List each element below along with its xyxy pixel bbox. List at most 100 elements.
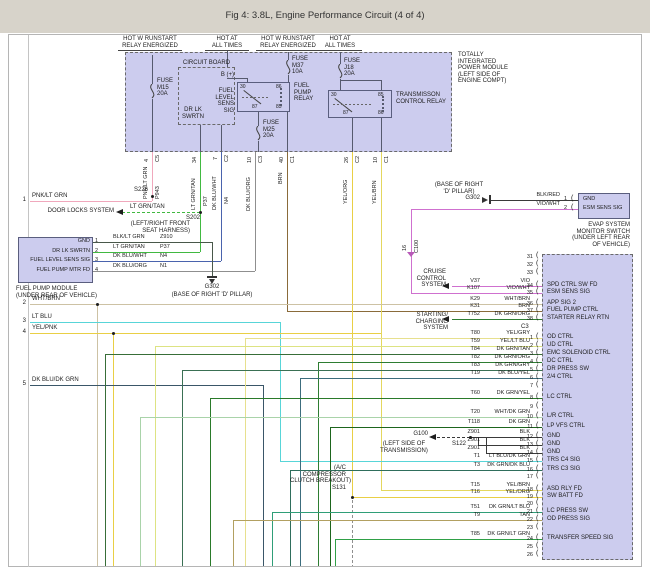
evap-row-signal: ESM SENS SIG: [583, 205, 623, 211]
connector-pin-bracket: (: [536, 356, 539, 364]
wire-segment: [210, 398, 211, 566]
connector-signal-label: TRS C4 SIG: [547, 457, 581, 463]
diagram-left-edge-line: [28, 35, 29, 567]
fuel-pump-relay-mid-line: [242, 97, 269, 98]
connector-signal-label: OD PRESS SIG: [547, 516, 591, 522]
connector-pin-bracket: (: [536, 541, 539, 549]
s131-note: CLUTCH BREAKOUT): [290, 478, 352, 485]
connector-signal-label: FUEL PUMP CTRL: [547, 307, 599, 313]
wire-segment: [381, 118, 382, 152]
transmission-control-relay-terminal: 30: [331, 92, 337, 98]
connector-pin-bracket: (: [536, 471, 539, 479]
rotated-wire-label: P37: [203, 196, 209, 206]
wire-segment: [93, 261, 221, 262]
g100-label: G100: [413, 431, 428, 437]
wire-segment: [340, 80, 382, 81]
transmission-control-relay-coil: [382, 96, 384, 112]
connector-pin-number: 2: [529, 343, 533, 349]
wire-segment: [30, 385, 263, 386]
connector-pin-bracket: (: [536, 332, 539, 340]
splice-dot: [111, 331, 115, 335]
connector-wire-color: YEL/ORG: [505, 489, 530, 495]
rotated-wire-label: N4: [224, 196, 230, 204]
wire-segment: [221, 152, 222, 261]
connector-signal-label: APP SIG 2: [547, 300, 576, 306]
connector-signal-label: SPD CTRL SW FD: [547, 282, 598, 288]
wire5-num: 5: [22, 381, 26, 387]
transmission-control-relay-terminal: 87: [343, 110, 349, 116]
wire-segment: [272, 512, 273, 566]
wire4-label: YEL/PNK: [32, 325, 58, 331]
hot-at-all-times-1: ALL TIMES: [211, 42, 243, 49]
connector-pin-number: 20: [526, 501, 533, 507]
wire-segment: [152, 55, 153, 152]
figure-title: Fig 4: 3.8L, Engine Performance Circuit …: [225, 10, 425, 21]
module-row-id: Z910: [160, 234, 173, 240]
connector-pin-number: 25: [526, 544, 533, 550]
splice-dot: [198, 210, 202, 214]
fuel-level-sens-sig: FUEL: [218, 88, 234, 94]
wire-segment: [381, 80, 382, 90]
wire-segment: [97, 304, 98, 566]
wire-segment: [411, 293, 542, 294]
ground-symbol-g302-left: [207, 276, 217, 278]
wire-segment: [352, 497, 542, 498]
rotated-wire-label: 34: [192, 156, 198, 163]
fuel-pump-relay-terminal: 87: [252, 104, 258, 110]
connector-pin-bracket: (: [536, 305, 539, 313]
connector-pin-bracket: (: [536, 439, 539, 447]
wire-segment: [318, 362, 542, 363]
connector-pin-bracket: (: [536, 491, 539, 499]
module-row-signal: GND: [77, 238, 90, 244]
connector-pin-number: 4: [529, 359, 533, 365]
wire-segment: [140, 417, 141, 566]
wire-segment: [152, 152, 153, 201]
splice-dot: [350, 495, 354, 499]
connector-wire-color: DK BLU/YEL: [498, 370, 530, 376]
hot-runstart-1: RELAY ENERGIZED: [122, 42, 178, 49]
circuit-board-box: [178, 67, 235, 125]
connector-pin-number: 22: [526, 517, 533, 523]
fuse-icon: [335, 63, 345, 79]
wire-segment: [318, 362, 319, 566]
wire5-label: DK BLU/DK GRN: [32, 377, 79, 383]
wire-segment: [227, 50, 228, 67]
wire-segment: [233, 520, 542, 521]
tipm-note: TOTALLY: [458, 52, 484, 58]
wire-segment: [290, 470, 291, 566]
connector-wire-color: VIO: [520, 278, 530, 284]
connector-wire-color: DK GRN/ORG: [494, 354, 530, 360]
connector-wire-id: T16: [470, 489, 480, 495]
fuse-j18: FUSE: [344, 58, 361, 64]
module-row-id: N4: [160, 253, 168, 259]
fuel-pump-relay-label: RELAY: [294, 96, 314, 103]
evap-caption: (UNDER LEFT REAR: [572, 235, 630, 242]
connector-pin-number: 9: [529, 404, 533, 410]
connector-wire-color: VIO/WHT: [506, 285, 530, 291]
connector-pin-number: 34: [526, 283, 533, 289]
fuel-level-sens-sig: SIG: [223, 107, 234, 114]
module-row-signal: DR LK SWRTN: [52, 248, 90, 254]
fuse-m25: M25: [263, 126, 275, 133]
connector-pin-bracket: (: [536, 522, 539, 530]
wire-segment: [490, 200, 578, 201]
transmission-control-relay-terminal: 85: [378, 92, 384, 98]
offpage-arrow-icon: [442, 283, 449, 289]
hot-at-all-times-2: ALL TIMES: [324, 42, 356, 49]
connector-wire-id: T9: [473, 512, 480, 518]
fuse-m25: 20A: [263, 133, 274, 140]
s226-label: S226: [133, 187, 148, 193]
wire-segment: [245, 338, 246, 566]
evap-caption: OF VEHICLE): [592, 241, 630, 248]
connector-wire-color: DK GRN/TAN: [496, 346, 530, 352]
cruise-control-system: CRUISE: [423, 269, 446, 275]
wire-segment: [122, 212, 202, 213]
connector-wire-color: DK GRN/LT GRN: [487, 531, 530, 537]
connector-pin-bracket: (: [536, 549, 539, 557]
module-row-id: P37: [160, 244, 170, 250]
connector-signal-label: GND: [547, 433, 561, 439]
connector-pin-number: 19: [526, 494, 533, 500]
wire-segment: [280, 322, 281, 461]
fuel-pump-relay-label: PUMP: [294, 89, 312, 96]
wire-segment: [30, 333, 381, 334]
